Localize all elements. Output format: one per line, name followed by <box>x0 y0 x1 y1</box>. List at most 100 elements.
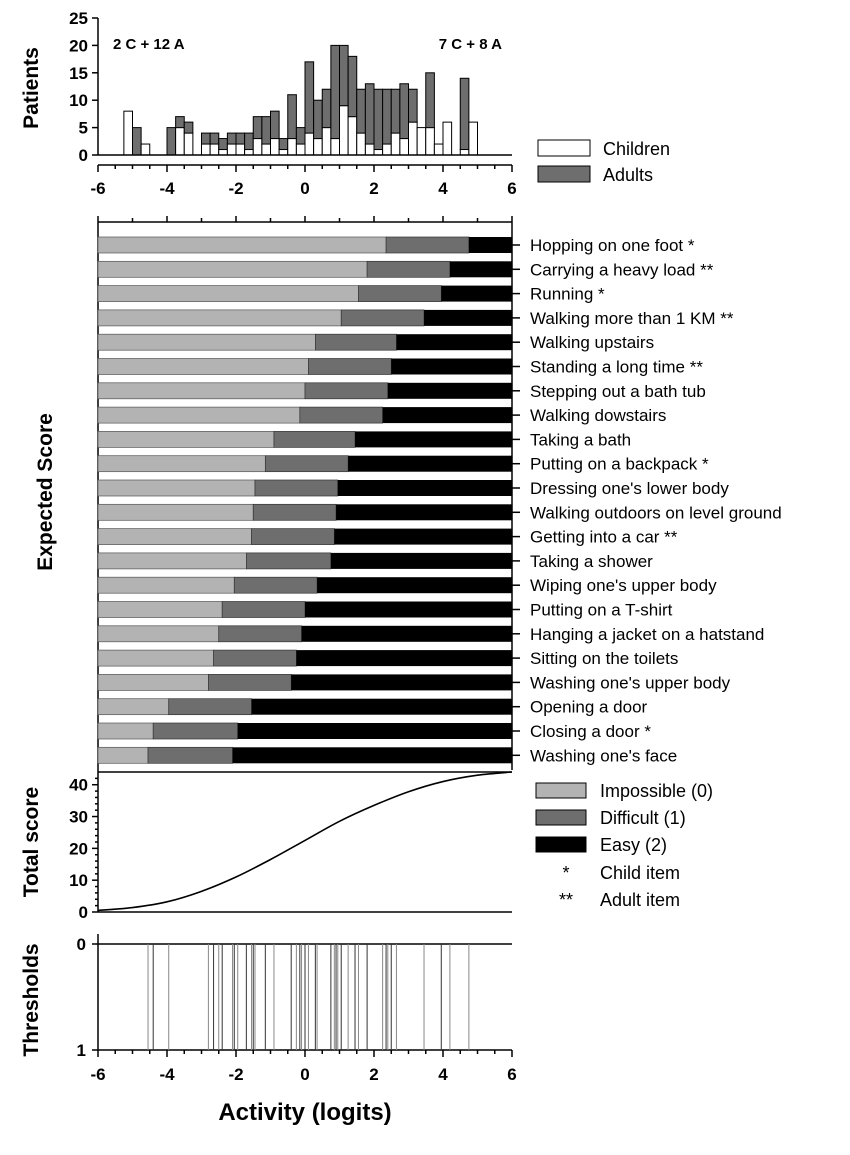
histogram-bar-children <box>347 116 358 156</box>
item-bar-difficult <box>385 236 470 254</box>
item-bar-impossible <box>97 746 149 764</box>
histogram-bar-adults <box>382 88 392 145</box>
histogram-bar-adults <box>166 127 177 156</box>
histogram-bar-children <box>442 121 453 156</box>
item-bar-impossible <box>97 625 220 643</box>
item-label: Walking outdoors on level ground <box>530 503 782 522</box>
item-bar-easy <box>291 674 512 691</box>
item-bar-difficult <box>299 406 383 424</box>
item-bar-easy <box>330 552 512 569</box>
item-bar-difficult <box>251 528 335 545</box>
histogram-bar-adults <box>459 77 470 151</box>
item-label: Closing a door * <box>530 722 651 741</box>
expected-y-title: Expected Score <box>34 413 57 571</box>
histogram-bar-children <box>287 138 297 156</box>
item-bar-impossible <box>97 479 256 497</box>
histogram-y-title: Patients <box>20 47 43 129</box>
legend-swatch-adults <box>537 165 591 183</box>
total-score-curve <box>97 771 513 912</box>
item-bar-easy <box>382 407 512 424</box>
thresholds-y-tick-label: 0 <box>77 935 86 954</box>
histogram-y-tick-label: 5 <box>79 119 88 138</box>
item-bar-impossible <box>97 260 368 278</box>
thresholds-x-tick-label: 2 <box>369 1065 378 1084</box>
legend-swatch-score-2 <box>535 836 587 853</box>
item-bar-impossible <box>97 552 247 570</box>
histogram-bar-adults <box>244 132 254 151</box>
histogram-y-tick-label: 10 <box>69 91 88 110</box>
histogram-bar-children <box>175 127 185 156</box>
histogram-y-tick-label: 15 <box>69 64 88 83</box>
item-bar-impossible <box>97 431 275 448</box>
total-y-title: Total score <box>20 787 43 897</box>
histogram-bar-children <box>183 132 194 156</box>
histogram-bar-adults <box>356 88 366 134</box>
histogram-bar-children <box>390 132 401 156</box>
item-bar-difficult <box>208 674 292 691</box>
item-label: Wiping one's upper body <box>530 576 717 595</box>
histogram-bar-children <box>261 143 271 156</box>
histogram-bar-adults <box>261 116 271 145</box>
histogram-bar-adults <box>183 121 194 134</box>
item-bar-difficult <box>213 649 297 667</box>
histogram-bar-adults <box>226 132 237 145</box>
item-bar-easy <box>348 455 512 472</box>
histogram-bar-children <box>373 149 384 156</box>
histogram-bar-children <box>209 143 220 156</box>
thresholds-x-tick-label: 6 <box>507 1065 516 1084</box>
item-label: Getting into a car ** <box>530 528 678 547</box>
histogram-bar-adults <box>364 83 375 145</box>
item-bar-impossible <box>97 406 301 424</box>
histogram-bar-children <box>278 149 289 156</box>
item-bar-difficult <box>252 503 337 521</box>
histogram-bar-children <box>382 143 392 156</box>
histogram-bar-adults <box>218 138 228 151</box>
item-bar-difficult <box>152 722 239 740</box>
item-label: Stepping out a bath tub <box>530 382 706 401</box>
legend-swatch-score-0 <box>535 782 587 799</box>
item-label: Walking more than 1 KM ** <box>530 309 734 328</box>
legend-swatch-children <box>537 139 591 157</box>
item-bar-difficult <box>218 625 302 643</box>
item-bar-easy <box>336 504 512 521</box>
item-bar-impossible <box>97 358 309 375</box>
item-bar-impossible <box>97 309 342 327</box>
item-bar-impossible <box>97 576 235 594</box>
legend-label-child: Child item <box>600 863 680 883</box>
thresholds-y-tick-label: 1 <box>77 1041 86 1060</box>
histogram-bar-children <box>356 132 366 156</box>
item-bar-easy <box>305 601 512 618</box>
item-label: Washing one's face <box>530 746 677 765</box>
histogram-bar-adults <box>339 44 349 107</box>
item-label: Taking a shower <box>530 552 653 571</box>
item-bar-easy <box>396 334 512 351</box>
histogram-bar-adults <box>132 127 142 156</box>
histogram-x-tick-label: -4 <box>159 179 175 198</box>
item-bar-difficult <box>168 698 252 716</box>
item-bar-easy <box>317 577 512 594</box>
item-bar-impossible <box>97 285 359 302</box>
item-label: Hanging a jacket on a hatstand <box>530 625 764 644</box>
histogram-bar-adults <box>295 127 306 145</box>
total-y-tick-label: 20 <box>69 839 88 858</box>
item-bar-easy <box>387 382 512 399</box>
item-bar-easy <box>391 358 512 375</box>
thresholds-x-tick-label: -6 <box>90 1065 105 1084</box>
legend-symbol-child: * <box>562 863 569 883</box>
histogram-x-tick-label: 4 <box>438 179 448 198</box>
histogram-bar-adults <box>278 138 289 151</box>
histogram-bar-adults <box>287 94 297 140</box>
legend-label-adult: Adult item <box>600 890 680 910</box>
item-bar-difficult <box>273 431 356 448</box>
histogram-x-tick-label: 0 <box>300 179 309 198</box>
histogram-bar-children <box>252 138 263 156</box>
item-bar-easy <box>424 309 512 326</box>
histogram-bar-children <box>425 127 435 156</box>
histogram-bar-children <box>244 149 254 156</box>
item-bar-easy <box>237 723 512 739</box>
item-label: Putting on a backpack * <box>530 455 709 474</box>
item-label: Walking dowstairs <box>530 406 666 425</box>
histogram-bar-children <box>364 143 375 156</box>
thresholds-x-tick-label: -4 <box>159 1065 175 1084</box>
histogram-bar-children <box>226 143 237 156</box>
